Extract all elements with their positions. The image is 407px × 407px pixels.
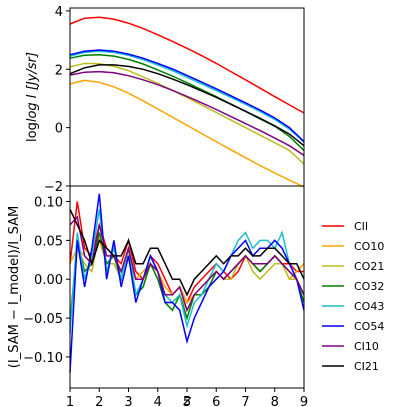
top-ytick-label: 4 [55, 5, 63, 20]
bottom-xtick-label: 9 [300, 395, 308, 407]
legend-label-co32: CO32 [354, 280, 384, 293]
top-ylabel-text: log I [Jy/sr] [25, 52, 40, 122]
bottom-ytick-label: 0.05 [34, 234, 63, 249]
legend-label-cii: CII [354, 220, 368, 233]
bottom-xtick-label: 3 [124, 395, 132, 407]
bottom-ytick-label: −0.05 [23, 312, 63, 327]
top-series-ci10 [69, 70, 305, 157]
top-series-co54 [69, 49, 305, 143]
bottom-series-co32 [69, 232, 305, 326]
bottom-x-ticks: 1 2 3 4 5 6 7 8 9 [66, 388, 308, 407]
bottom-series-co54 [69, 193, 305, 373]
top-ytick-label: 0 [55, 122, 63, 137]
bottom-xtick-label: 7 [241, 395, 249, 407]
legend-label-ci21: CI21 [354, 360, 379, 373]
bottom-y-ticks: −0.10 −0.05 0.00 0.05 0.10 [23, 196, 70, 366]
top-ytick-label: 2 [55, 63, 63, 78]
bottom-xtick-label: 6 [212, 395, 220, 407]
bottom-xtick-label: 8 [271, 395, 279, 407]
bottom-ytick-label: 0.00 [34, 273, 63, 288]
top-series-cii [69, 16, 305, 114]
legend-label-ci10: CI10 [354, 340, 379, 353]
bottom-xtick-label: 1 [66, 395, 74, 407]
bottom-xtick-label: 5 [183, 395, 191, 407]
top-series-co10 [69, 79, 305, 188]
top-series-co21 [69, 62, 305, 165]
legend-label-co21: CO21 [354, 260, 384, 273]
legend-label-co10: CO10 [354, 240, 384, 253]
bottom-ytick-label: 0.10 [34, 196, 63, 211]
legend-label-co43: CO43 [354, 300, 384, 313]
top-series-co32 [69, 53, 305, 151]
bottom-ytick-label: −0.10 [23, 351, 63, 366]
bottom-panel-lines [69, 193, 305, 373]
top-series-ci21 [69, 64, 305, 147]
legend: CII CO10 CO21 CO32 CO43 CO54 CI10 CI21 [322, 220, 384, 373]
bottom-panel-frame [69, 185, 305, 389]
bottom-xlabel: z [182, 393, 191, 407]
bottom-xtick-label: 2 [95, 395, 103, 407]
bottom-series-co43 [69, 209, 305, 334]
bottom-series-ci10 [69, 215, 305, 313]
top-ytick-label: −2 [44, 180, 63, 195]
legend-label-co54: CO54 [354, 320, 384, 333]
top-series-co43 [69, 50, 305, 143]
bottom-series-ci21 [69, 208, 305, 297]
top-y-ticks: −2 0 2 4 [44, 5, 70, 195]
bottom-xtick-label: 4 [154, 395, 162, 407]
bottom-ylabel: (I_SAM − I_model)/I_SAM [7, 206, 22, 368]
top-panel-lines [69, 16, 305, 188]
top-ylabel: loglog I [Jy/sr] [25, 52, 40, 142]
